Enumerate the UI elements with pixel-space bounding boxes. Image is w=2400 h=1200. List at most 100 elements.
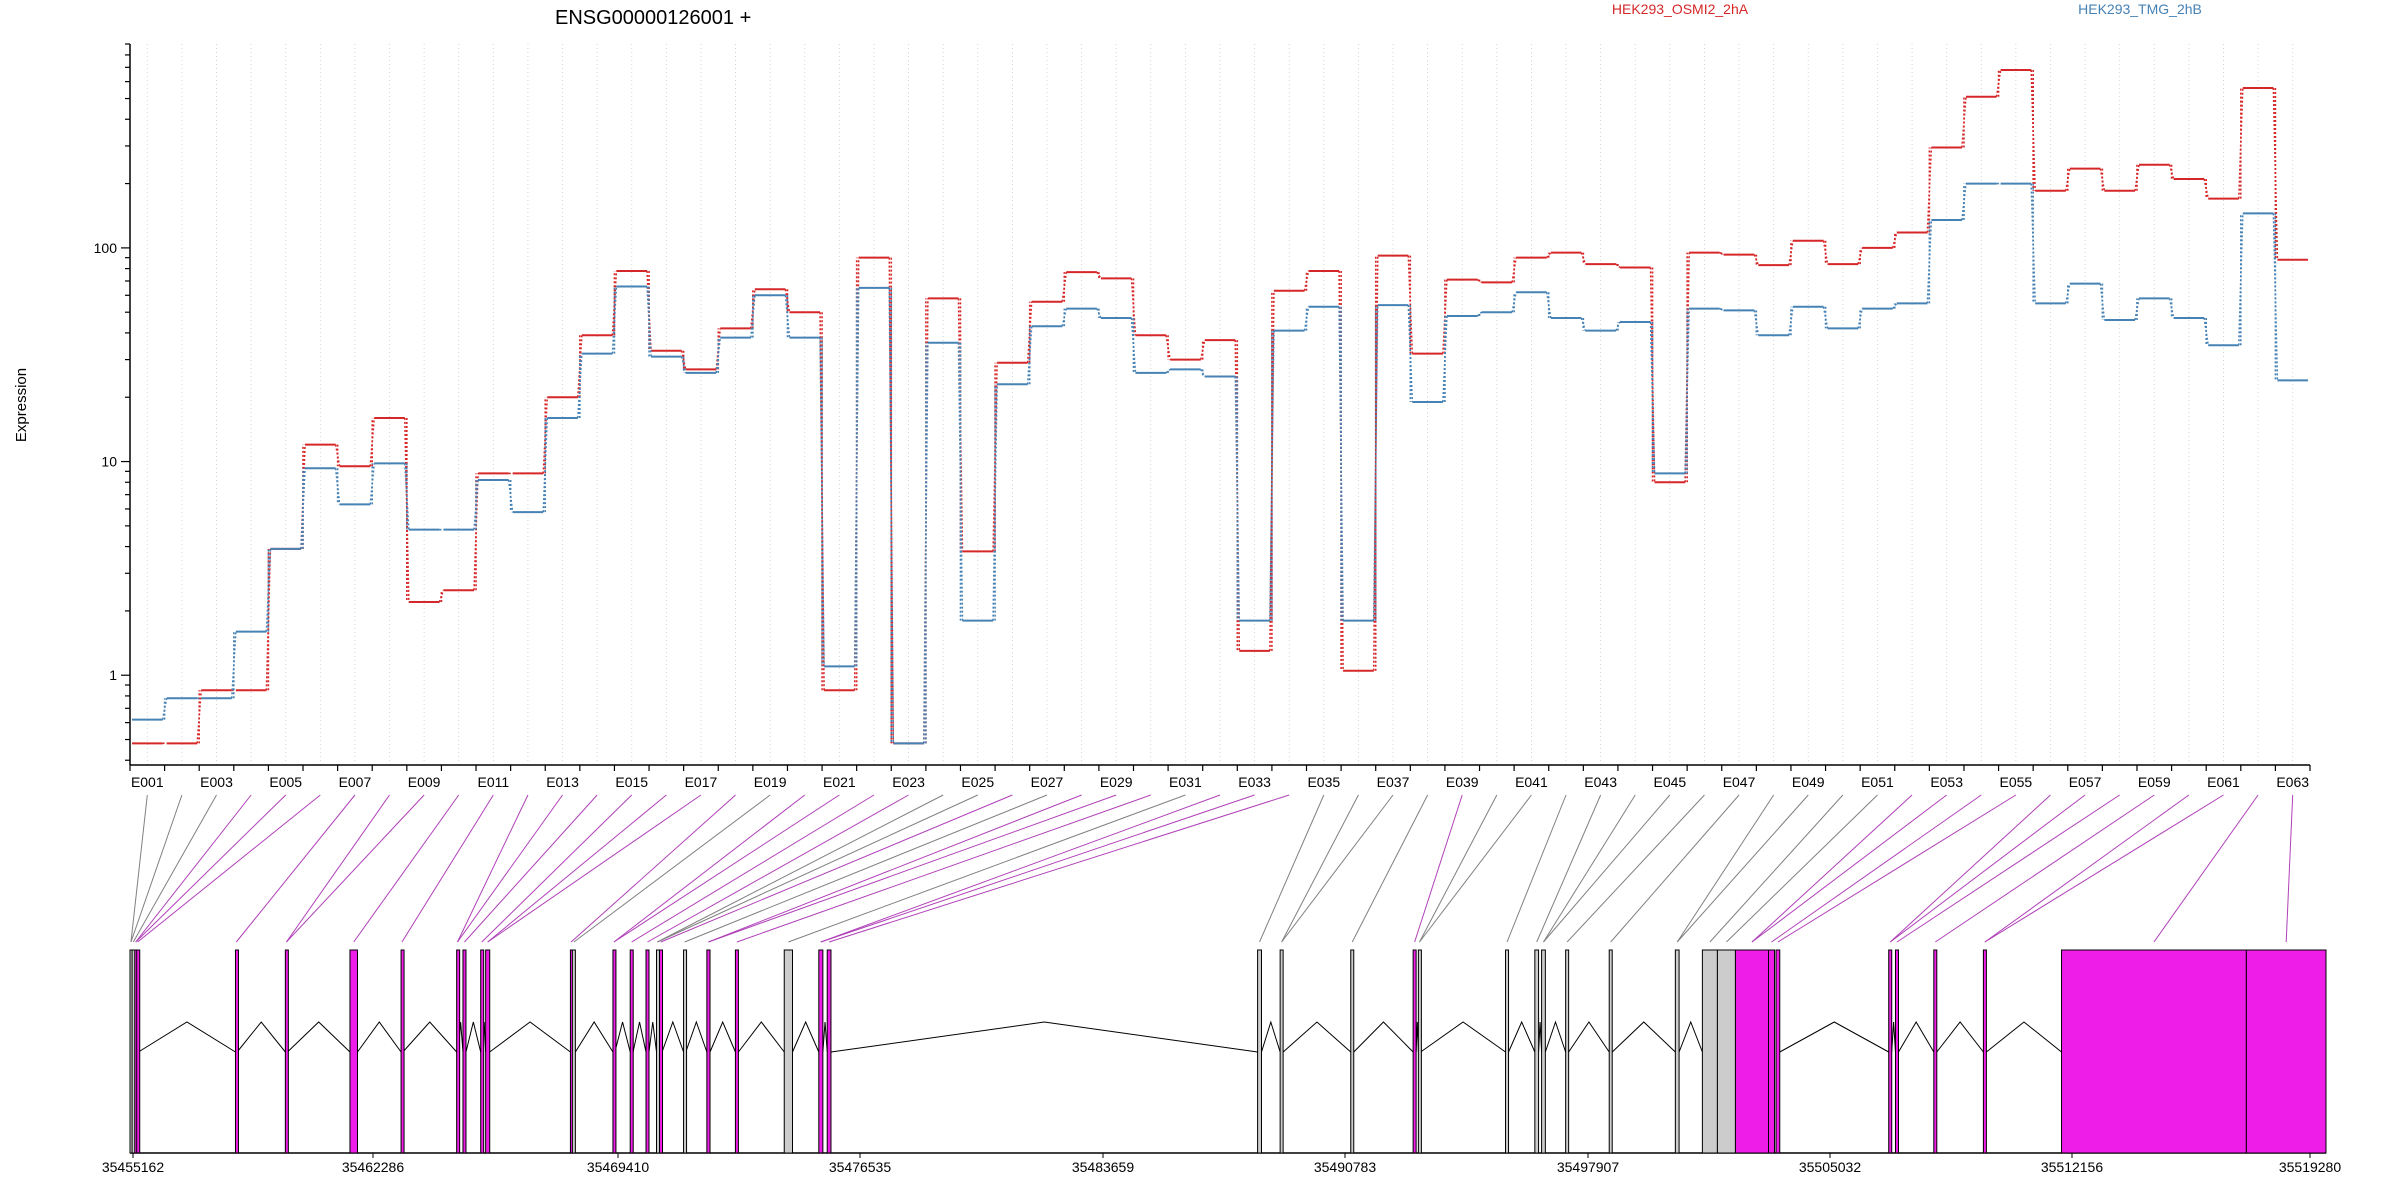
connector-E051 <box>1726 794 1878 943</box>
connector-E047 <box>1610 794 1740 943</box>
x-tick-label-E055: E055 <box>2000 774 2033 790</box>
intron <box>1544 1020 1567 1053</box>
x-tick-label-E057: E057 <box>2069 774 2102 790</box>
connector-E062 <box>2153 794 2259 943</box>
intron <box>1353 1021 1414 1053</box>
intron <box>1568 1021 1610 1053</box>
intron <box>1508 1020 1536 1053</box>
exon-block-31 <box>1505 949 1510 1154</box>
connector-E013 <box>457 794 563 943</box>
x-tick-label-E027: E027 <box>1031 774 1064 790</box>
transition <box>2203 178 2209 199</box>
connector-E017 <box>487 794 702 943</box>
intron <box>822 1021 828 1053</box>
x-tick-label-E017: E017 <box>685 774 718 790</box>
x-tick-label-E009: E009 <box>408 774 441 790</box>
transition <box>1130 317 1137 373</box>
exon-block-36 <box>1674 949 1680 1154</box>
x-tick-label-E051: E051 <box>1861 774 1894 790</box>
transition <box>1788 306 1794 336</box>
y-axis: 1 10 100 <box>94 43 131 765</box>
exon-block-5 <box>234 949 239 1154</box>
transition <box>992 384 998 621</box>
intron <box>574 1021 614 1053</box>
connector-E052 <box>1751 794 1913 943</box>
connector-E055 <box>1777 794 2017 943</box>
x-tick-label-E031: E031 <box>1169 774 1202 790</box>
connector-E054 <box>1771 794 1982 943</box>
connector-E002 <box>130 794 183 943</box>
transition <box>1684 308 1690 474</box>
transition <box>542 397 549 474</box>
exon-block-41 <box>1775 949 1781 1154</box>
connector-E046 <box>1566 794 1705 943</box>
exon-block-47 <box>2245 949 2327 1154</box>
exon-block-10 <box>462 949 467 1154</box>
intron <box>1538 1021 1543 1053</box>
coord-label-35462286: 35462286 <box>342 1159 405 1175</box>
intron <box>792 1020 820 1053</box>
exon-block-29 <box>1412 949 1417 1154</box>
connector-E038 <box>1351 794 1429 943</box>
transition <box>1165 368 1171 374</box>
connector-E018 <box>570 794 736 943</box>
connector-E031 <box>788 794 1186 943</box>
transition <box>1511 292 1517 313</box>
connector-E049 <box>1676 794 1809 943</box>
exon-block-30 <box>1417 949 1422 1154</box>
x-tick-label-E043: E043 <box>1584 774 1617 790</box>
coord-label-35497907: 35497907 <box>1557 1159 1620 1175</box>
intron <box>1420 1021 1506 1053</box>
x-tick-label-E053: E053 <box>1930 774 1963 790</box>
connector-E006 <box>137 794 321 943</box>
exon-block-46 <box>2061 949 2247 1154</box>
intron <box>1986 1021 2062 1053</box>
transition <box>2134 298 2140 321</box>
x-tick-label-E047: E047 <box>1723 774 1756 790</box>
vertical-gridlines <box>146 44 2294 765</box>
connector-E040 <box>1419 794 1498 943</box>
x-tick-label-E041: E041 <box>1515 774 1548 790</box>
x-axis: E001 E003 E005 E007 E009 E011 E013 E015 E017 E019… <box>129 764 2311 790</box>
x-tick-label-E013: E013 <box>546 774 579 790</box>
transition <box>2099 168 2106 191</box>
transition <box>2064 168 2071 191</box>
intron <box>138 1021 236 1053</box>
transition <box>1546 252 1552 259</box>
connector-E028 <box>708 794 1082 943</box>
exon-block-7 <box>349 949 358 1154</box>
intron <box>632 1021 647 1053</box>
transition <box>1372 255 1379 671</box>
exon-block-26 <box>1257 949 1262 1154</box>
exon-block-21 <box>706 949 711 1154</box>
transition <box>992 362 998 552</box>
connector-E044 <box>1543 794 1636 943</box>
intron <box>1891 1021 1896 1053</box>
transition <box>1822 306 1829 329</box>
connector-E001 <box>130 794 148 943</box>
connector-E016 <box>487 794 667 943</box>
intron <box>1779 1021 1889 1053</box>
exon-block-23 <box>783 949 794 1154</box>
exon-block-27 <box>1279 949 1284 1154</box>
intron <box>1898 1021 1935 1053</box>
connector-E053 <box>1751 794 1947 943</box>
transition <box>1200 368 1206 377</box>
connector-E033 <box>820 794 1255 943</box>
exon-block-44 <box>1933 949 1938 1154</box>
connector-E025 <box>657 794 978 943</box>
connector-E022 <box>631 794 875 943</box>
x-tick-label-E025: E025 <box>961 774 994 790</box>
series-lines <box>132 69 2308 745</box>
connector-E041 <box>1419 794 1532 943</box>
transition <box>646 286 652 357</box>
x-tick-label-E019: E019 <box>754 774 787 790</box>
x-tick-label-E039: E039 <box>1446 774 1479 790</box>
exon-block-42 <box>1888 949 1893 1154</box>
connector-E045 <box>1543 794 1671 943</box>
transition <box>1096 271 1102 279</box>
intron <box>1611 1021 1676 1053</box>
coord-label-35455162: 35455162 <box>102 1159 165 1175</box>
exon-block-16 <box>629 949 634 1154</box>
